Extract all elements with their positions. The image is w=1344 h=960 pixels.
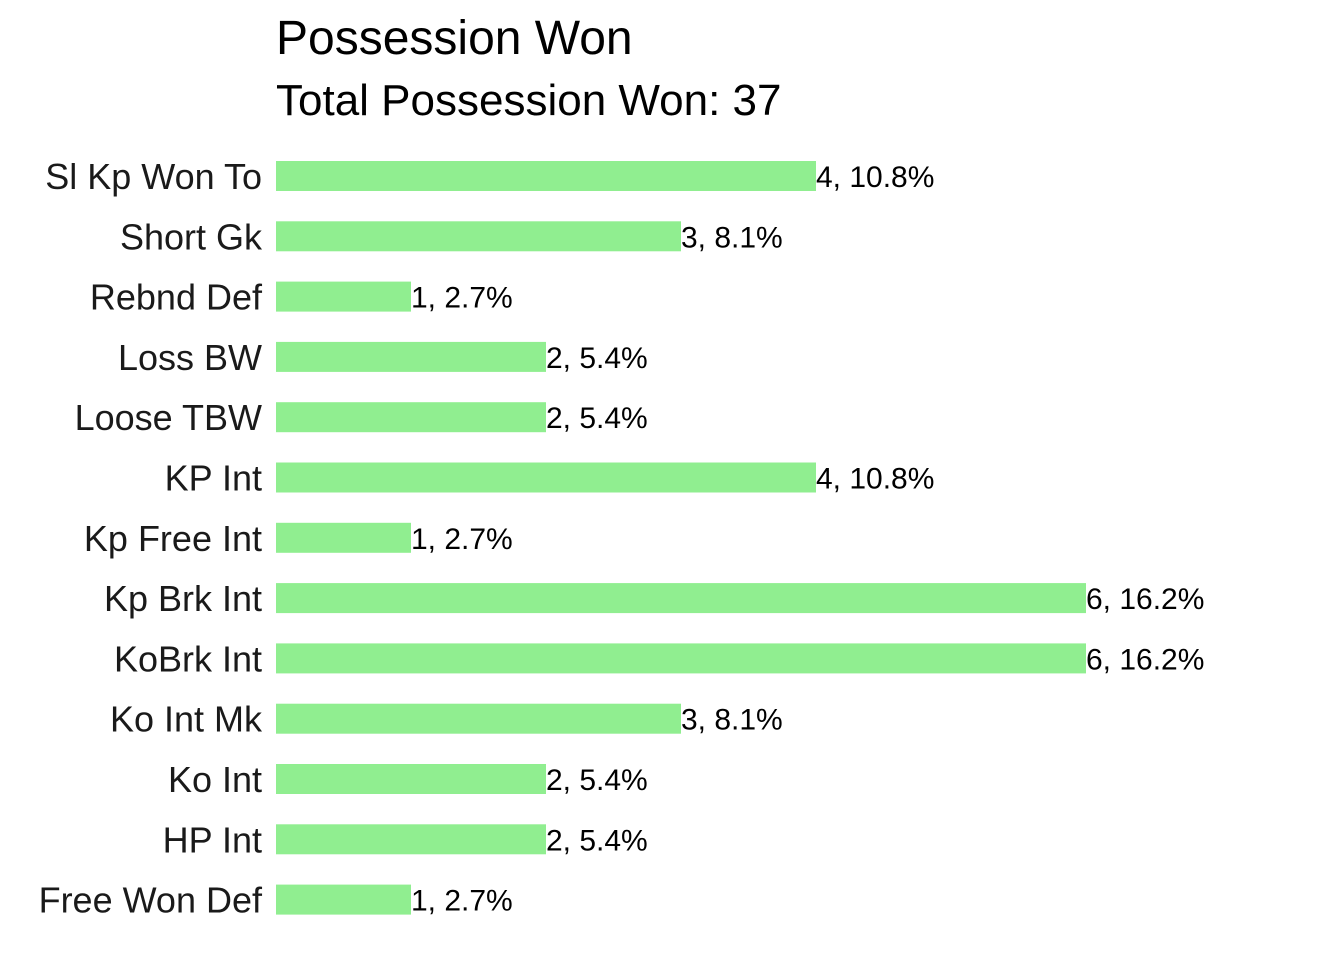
data-label: 4, 10.8%: [816, 463, 934, 496]
data-label: 2, 5.4%: [546, 764, 648, 797]
category-label: Sl Kp Won To: [45, 156, 262, 197]
bar: [276, 402, 546, 433]
category-label: Short Gk: [120, 216, 263, 257]
category-label: Kp Free Int: [84, 518, 262, 559]
data-label: 3, 8.1%: [681, 221, 783, 254]
category-label: Ko Int Mk: [110, 699, 263, 740]
bar: [276, 884, 411, 915]
category-label: Ko Int: [168, 759, 262, 800]
data-label: 1, 2.7%: [411, 885, 513, 918]
category-label: Free Won Def: [39, 880, 263, 921]
category-label: KoBrk Int: [114, 638, 262, 679]
category-label: Kp Brk Int: [104, 578, 262, 619]
bar: [276, 764, 546, 794]
data-label: 6, 16.2%: [1086, 583, 1204, 616]
bar: [276, 161, 816, 191]
data-label: 3, 8.1%: [681, 704, 783, 737]
category-label: HP Int: [163, 819, 262, 860]
bar: [276, 341, 546, 372]
bar: [276, 824, 546, 855]
chart-title: Possession Won: [276, 12, 633, 65]
bar: [276, 522, 411, 553]
category-label: Rebnd Def: [90, 277, 263, 318]
data-label: 2, 5.4%: [546, 342, 648, 375]
data-label: 1, 2.7%: [411, 523, 513, 556]
category-label: Loose TBW: [75, 397, 262, 438]
data-label: 6, 16.2%: [1086, 643, 1204, 676]
category-label: KP Int: [165, 458, 262, 499]
data-label: 2, 5.4%: [546, 824, 648, 857]
bar: [276, 462, 816, 493]
data-label: 2, 5.4%: [546, 402, 648, 435]
category-label: Loss BW: [118, 337, 262, 378]
bar: [276, 281, 411, 312]
bar: [276, 583, 1086, 614]
bar: [276, 221, 681, 252]
chart-subtitle: Total Possession Won: 37: [276, 76, 781, 125]
data-label: 1, 2.7%: [411, 282, 513, 315]
bars-group: Sl Kp Won To 4, 10.8% Short Gk 3, 8.1% Rebnd…: [39, 156, 1205, 921]
bar: [276, 703, 681, 734]
bar: [276, 643, 1086, 674]
data-label: 4, 10.8%: [816, 161, 934, 194]
